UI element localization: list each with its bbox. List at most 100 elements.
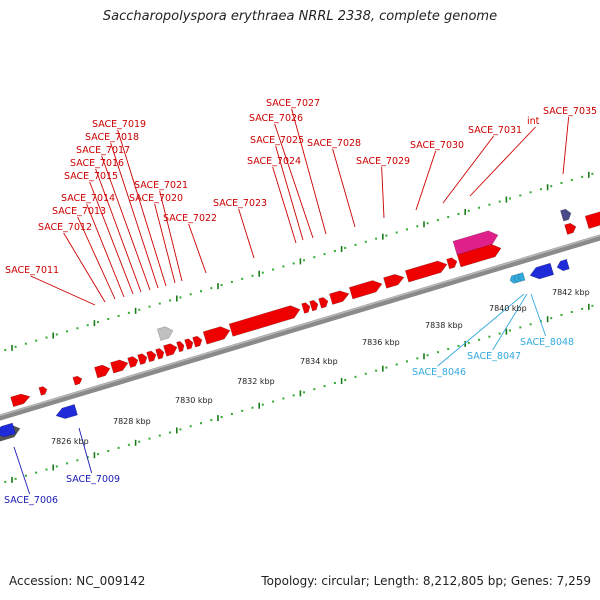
scale-label: 7840 kbp [489, 304, 527, 313]
minor-tick [117, 314, 120, 317]
scale-label: 7832 kbp [237, 377, 275, 386]
minor-tick [189, 293, 192, 296]
forward-gene-arrow-shape [192, 335, 203, 348]
forward-gene-arrow [404, 260, 448, 283]
pseudogene-box [156, 326, 174, 341]
forward-gene-arrow [10, 393, 31, 408]
forward-gene-arrow [72, 375, 83, 386]
forward-gene-arrow-shape [146, 350, 157, 363]
forward-gene-arrow [137, 353, 148, 365]
minor-tick [550, 317, 553, 320]
rrna-gene-arrow-shape [452, 230, 499, 256]
minor-tick [251, 406, 254, 409]
pseudogene-box-shape [156, 326, 174, 341]
reverse-leader-line [437, 293, 525, 367]
forward-leader-line [30, 275, 96, 306]
forward-gene-label: SACE_7016 [70, 158, 124, 169]
minor-tick [272, 268, 275, 271]
minor-tick [179, 428, 182, 431]
minor-tick [467, 341, 470, 344]
minor-tick [169, 431, 172, 434]
reverse-gene-arrow [0, 422, 16, 438]
forward-gene-arrow [176, 340, 185, 353]
minor-tick [200, 422, 202, 425]
minor-tick [406, 360, 408, 363]
genome-backbone [0, 234, 600, 421]
minor-tick [210, 419, 213, 422]
minor-tick [14, 477, 17, 480]
rrna-gene-arrow [452, 230, 499, 256]
minor-tick [272, 400, 275, 403]
forward-leader-line [86, 203, 125, 298]
minor-tick [344, 378, 347, 381]
minor-tick [261, 403, 264, 406]
minor-tick [148, 437, 151, 440]
minor-tick [230, 280, 233, 283]
minor-tick [66, 330, 69, 333]
minor-tick [498, 332, 501, 335]
forward-leader-line [469, 126, 536, 197]
minor-tick [354, 375, 357, 378]
forward-gene-arrow [584, 211, 600, 229]
forward-gene-arrow-shape [155, 348, 165, 360]
minor-tick [55, 333, 58, 336]
minor-tick [426, 222, 429, 225]
forward-leader-line [272, 166, 297, 244]
minor-tick [148, 305, 151, 308]
other-feature-arrow [560, 208, 572, 222]
minor-tick [344, 246, 347, 249]
forward-gene-label: SACE_7028 [307, 138, 361, 149]
minor-tick [282, 265, 285, 268]
minor-tick [354, 243, 357, 246]
forward-gene-arrow-shape [127, 356, 139, 368]
forward-gene-label: SACE_7022 [163, 213, 217, 224]
forward-gene-arrow-shape [163, 343, 178, 357]
forward-gene-arrow [146, 350, 157, 363]
forward-leader-line [154, 203, 176, 284]
minor-tick [24, 342, 27, 345]
reverse-gene-arrow-shape [529, 262, 555, 280]
reverse-gene-label: SACE_8048 [520, 337, 574, 348]
backbone-band [0, 234, 600, 421]
forward-gene-arrow [192, 335, 203, 348]
forward-gene-label: SACE_7015 [64, 171, 118, 182]
minor-tick [426, 354, 429, 357]
accession-text: Accession: NC_009142 [9, 574, 146, 588]
forward-gene-arrow-shape [228, 305, 301, 337]
minor-tick [591, 172, 594, 175]
minor-tick [97, 453, 99, 456]
minor-tick [406, 228, 408, 231]
forward-gene-label: SACE_7027 [266, 98, 320, 109]
map-title: Saccharopolyspora erythraea NRRL 2338, c… [102, 9, 498, 24]
minor-tick [570, 178, 573, 181]
forward-gene-arrow [348, 280, 383, 300]
reverse-gene-arrow-shape [55, 404, 78, 419]
reverse-leader-line [530, 293, 547, 337]
forward-gene-arrow [110, 359, 129, 374]
minor-tick [4, 480, 7, 483]
minor-tick [323, 385, 326, 388]
forward-gene-arrow [301, 302, 311, 314]
minor-tick [55, 465, 58, 468]
forward-gene-arrow [318, 297, 329, 309]
forward-gene-arrow [564, 222, 577, 235]
minor-tick [498, 200, 501, 203]
forward-leader-line [101, 155, 151, 291]
minor-tick [570, 310, 573, 313]
forward-gene-label: SACE_7018 [85, 132, 139, 143]
minor-tick [581, 307, 584, 310]
minor-tick [519, 194, 522, 197]
forward-leader-line [442, 135, 495, 204]
minor-tick [4, 348, 7, 351]
minor-tick [560, 314, 563, 317]
forward-gene-label: SACE_7012 [38, 222, 92, 233]
forward-gene-arrow-shape [383, 274, 405, 289]
minor-tick [189, 425, 192, 428]
minor-tick [303, 391, 305, 394]
forward-gene-label: SACE_7029 [356, 156, 410, 167]
forward-gene-label: SACE_7023 [213, 198, 267, 209]
minor-tick [509, 197, 511, 200]
minor-tick [416, 225, 419, 228]
minor-tick [86, 324, 89, 327]
